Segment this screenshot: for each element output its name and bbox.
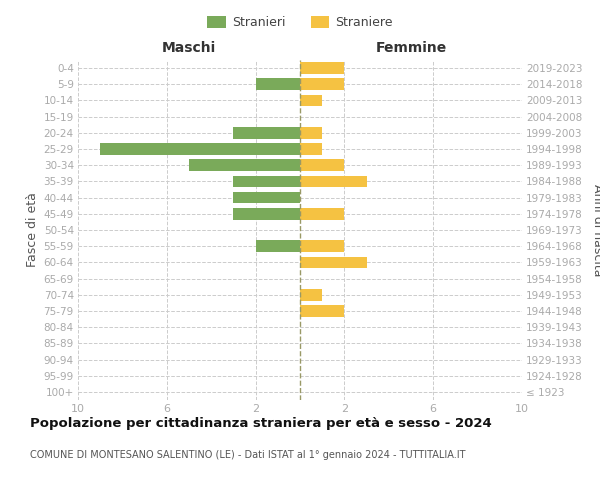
Bar — [300, 143, 322, 155]
Bar — [300, 62, 344, 74]
Bar — [300, 289, 322, 300]
Bar — [300, 160, 344, 171]
Text: Femmine: Femmine — [376, 41, 446, 55]
Bar — [233, 192, 300, 203]
Bar — [189, 160, 300, 171]
Bar — [300, 208, 344, 220]
Bar — [300, 305, 344, 317]
Bar — [300, 78, 344, 90]
Bar — [100, 143, 300, 155]
Y-axis label: Anni di nascita: Anni di nascita — [591, 184, 600, 276]
Bar — [300, 127, 322, 138]
Bar — [300, 94, 322, 106]
Bar — [256, 78, 300, 90]
Bar — [300, 176, 367, 188]
Bar — [300, 256, 367, 268]
Y-axis label: Fasce di età: Fasce di età — [26, 192, 40, 268]
Legend: Stranieri, Straniere: Stranieri, Straniere — [202, 11, 398, 34]
Text: Maschi: Maschi — [162, 41, 216, 55]
Text: Popolazione per cittadinanza straniera per età e sesso - 2024: Popolazione per cittadinanza straniera p… — [30, 418, 492, 430]
Bar — [233, 208, 300, 220]
Bar — [256, 240, 300, 252]
Text: COMUNE DI MONTESANO SALENTINO (LE) - Dati ISTAT al 1° gennaio 2024 - TUTTITALIA.: COMUNE DI MONTESANO SALENTINO (LE) - Dat… — [30, 450, 466, 460]
Bar — [300, 240, 344, 252]
Bar — [233, 176, 300, 188]
Bar — [233, 127, 300, 138]
